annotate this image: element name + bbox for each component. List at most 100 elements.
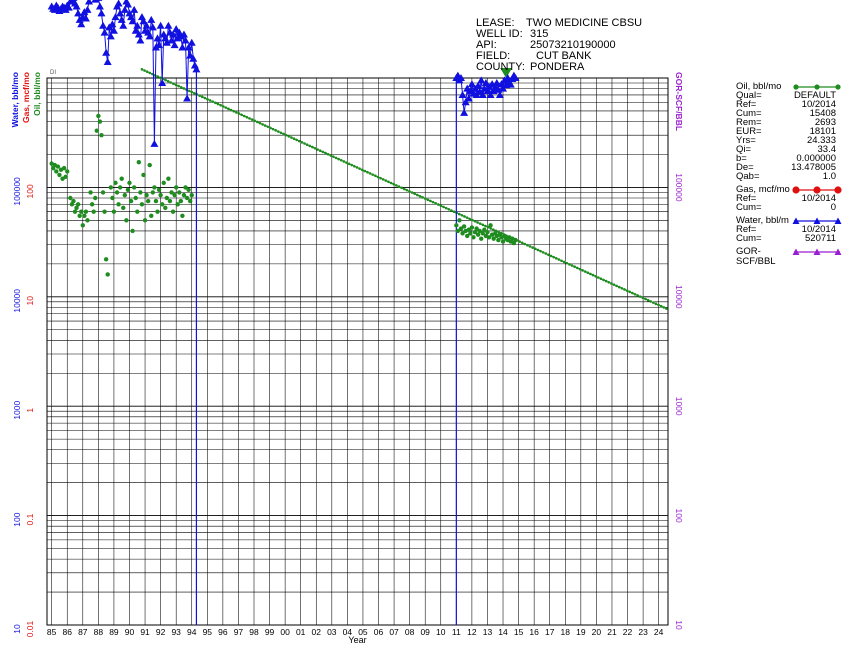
oil-forecast-point xyxy=(457,212,461,216)
water-point xyxy=(464,94,473,102)
oil-forecast-point xyxy=(140,68,144,71)
oil-forecast-point xyxy=(536,248,540,252)
water-point xyxy=(172,25,181,33)
oil-point xyxy=(55,164,61,169)
x-axis-title: Year xyxy=(348,635,366,645)
oil-forecast-point xyxy=(554,257,558,260)
legend-key: Cum= xyxy=(736,202,762,213)
oil-point xyxy=(480,231,485,236)
oil-point xyxy=(138,190,143,195)
water-point xyxy=(495,90,504,98)
x-tick-label: 91 xyxy=(140,627,150,637)
oil-forecast-point xyxy=(552,255,555,259)
legend-gor-title: GOR-SCF/BBL xyxy=(736,246,776,267)
oil-forecast-point xyxy=(174,83,178,87)
oil-forecast-point xyxy=(240,113,243,117)
oil-point xyxy=(54,169,59,174)
oil-forecast-point xyxy=(402,187,406,191)
water-point xyxy=(74,9,83,17)
gor-tick-label: 10 xyxy=(674,620,684,630)
oil-forecast-point xyxy=(342,160,346,163)
lease-label: LEASE: xyxy=(476,17,515,29)
legend-oil-row: Cum= 15408 xyxy=(736,109,836,119)
x-tick-label: 12 xyxy=(467,627,477,637)
x-tick-label: 06 xyxy=(374,627,384,637)
water-point xyxy=(94,0,103,1)
oil-forecast-point xyxy=(143,69,146,72)
oil-forecast-point xyxy=(442,205,445,209)
oil-forecast-point xyxy=(316,148,319,151)
oil-forecast-point xyxy=(610,282,613,285)
oil-forecast-point xyxy=(219,103,222,107)
gas-tick-label: 0.1 xyxy=(25,513,35,525)
oil-point xyxy=(472,229,478,235)
oil-point xyxy=(513,237,518,243)
oil-point xyxy=(91,209,96,214)
oil-point xyxy=(170,209,176,214)
oil-forecast-point xyxy=(492,228,495,231)
oil-forecast-point xyxy=(156,75,159,78)
oil-point xyxy=(127,180,132,186)
oil-point xyxy=(75,202,81,207)
legend-value: 10/2014 xyxy=(801,224,836,235)
oil-forecast-point xyxy=(371,173,375,176)
water-point xyxy=(461,98,470,106)
oil-forecast-point xyxy=(350,163,354,167)
water-point xyxy=(97,9,106,17)
oil-forecast-point xyxy=(376,175,380,179)
water-point xyxy=(100,28,109,36)
water-point xyxy=(120,5,129,13)
legend-oil-row: Qab= 1.0 xyxy=(736,172,836,182)
oil-forecast-point xyxy=(408,190,411,193)
oil-forecast-point xyxy=(604,279,608,283)
legend-key: Ref= xyxy=(736,224,757,235)
oil-point xyxy=(454,223,459,228)
water-point xyxy=(114,0,123,7)
oil-point xyxy=(142,218,148,223)
legend-value: 1.0 xyxy=(822,171,836,182)
oil-forecast-point xyxy=(353,164,356,168)
di-marker: DI xyxy=(50,70,56,76)
oil-forecast-point xyxy=(638,295,642,298)
oil-forecast-point xyxy=(659,304,663,308)
oil-point xyxy=(71,198,76,204)
x-tick-label: 19 xyxy=(576,627,586,637)
legend-key: De= xyxy=(736,162,754,173)
gor-tick-label: 10000 xyxy=(674,285,684,309)
oil-point xyxy=(125,187,131,193)
legend-key: Qual= xyxy=(736,90,762,101)
oil-point xyxy=(111,209,117,214)
oil-forecast-point xyxy=(573,265,576,269)
legend-key: Qab= xyxy=(736,171,760,182)
forecast-marker-icon xyxy=(500,68,513,78)
oil-forecast-point xyxy=(623,288,626,291)
oil-forecast-point xyxy=(203,96,207,100)
gas-tick-label: 1 xyxy=(25,408,35,413)
oil-point xyxy=(145,198,151,204)
water-point xyxy=(167,36,176,44)
oil-forecast-point xyxy=(547,253,550,257)
water-point xyxy=(136,36,145,44)
oil-forecast-point xyxy=(271,127,275,131)
oil-point xyxy=(121,205,126,211)
water-point xyxy=(492,79,501,87)
legend-water-marker-icon xyxy=(792,217,842,224)
oil-forecast-point xyxy=(591,273,595,277)
oil-forecast-point xyxy=(581,269,584,272)
oil-forecast-point xyxy=(460,213,464,217)
oil-forecast-point xyxy=(578,267,582,271)
water-point xyxy=(178,43,187,51)
x-tick-label: 01 xyxy=(296,627,306,637)
oil-point xyxy=(74,205,79,211)
oil-point xyxy=(479,236,484,241)
oil-point xyxy=(83,209,89,214)
oil-forecast-point xyxy=(329,154,333,157)
oil-forecast-point xyxy=(620,286,624,290)
water-point xyxy=(81,14,90,22)
water-point xyxy=(189,54,198,62)
gas-tick-label: 0.01 xyxy=(25,620,35,637)
oil-point xyxy=(180,213,185,219)
oil-forecast-point xyxy=(305,143,309,147)
oil-forecast-point xyxy=(568,263,571,266)
x-tick-label: 08 xyxy=(405,627,415,637)
